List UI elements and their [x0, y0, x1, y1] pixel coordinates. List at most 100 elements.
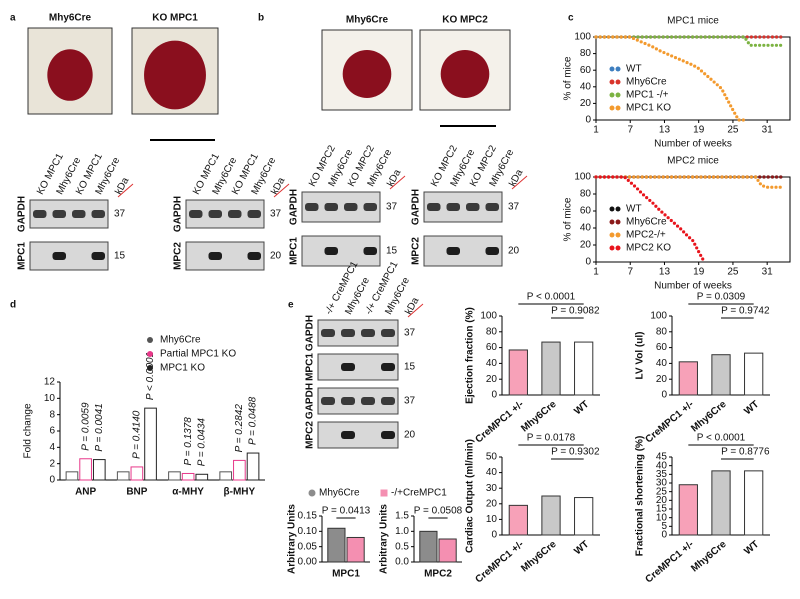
- bar: [508, 349, 528, 396]
- x-axis-label: Number of weeks: [654, 281, 732, 292]
- x-tick-label: MPC1: [332, 569, 360, 580]
- y-tick-label: 20: [656, 374, 668, 385]
- y-axis-label: Arbitrary Units: [379, 504, 390, 574]
- survival-line: [594, 35, 746, 122]
- survival-line: [594, 175, 786, 189]
- blot-band: [381, 329, 395, 337]
- p-value: P = 0.2842: [234, 404, 245, 453]
- legend-marker: [615, 105, 621, 111]
- legend-marker: [615, 232, 621, 238]
- bar: [574, 497, 594, 536]
- legend-label: Mhy6Cre: [160, 335, 201, 346]
- panel-letter: e: [288, 300, 294, 311]
- row-label: GAPDH: [17, 196, 28, 232]
- x-tick-label: 25: [727, 125, 739, 136]
- blot-band: [324, 203, 338, 211]
- legend-label: MPC2 KO: [626, 243, 671, 254]
- y-axis-label: Ejection fraction (%): [465, 307, 476, 404]
- x-tick-label: 19: [693, 125, 705, 136]
- heart: [144, 40, 206, 110]
- kda-marker: 37: [270, 209, 282, 220]
- blot-band: [91, 210, 105, 218]
- y-tick-label: 80: [486, 326, 498, 337]
- y-tick-label: 15: [656, 504, 668, 515]
- kda-marker: 20: [404, 430, 416, 441]
- y-tick-label: 10: [44, 393, 56, 404]
- y-tick-label: 0.5: [395, 541, 409, 552]
- legend-marker: [615, 79, 621, 85]
- y-tick-label: 25: [656, 486, 668, 497]
- x-tick-label: WT: [572, 539, 591, 557]
- bar: [346, 536, 365, 563]
- row-label: MPC2: [411, 237, 422, 265]
- y-tick-label: 60: [656, 342, 668, 353]
- bar: [168, 471, 181, 481]
- blot-band: [321, 397, 335, 405]
- blot-band: [247, 252, 261, 260]
- y-tick-label: 80: [580, 48, 592, 59]
- x-tick-label: WT: [742, 399, 761, 417]
- p-value: P = 0.9082: [551, 306, 600, 317]
- legend-marker: [609, 232, 615, 238]
- blot-band: [91, 252, 105, 260]
- y-axis-label: Cardiac Output (ml/min): [465, 439, 476, 553]
- p-value: P = 0.0059: [80, 402, 91, 451]
- x-tick-label: β-MHY: [224, 487, 256, 498]
- kda-marker: 15: [404, 362, 416, 373]
- y-tick-label: 35: [656, 469, 668, 480]
- legend-marker: [615, 66, 621, 72]
- x-tick-label: 1: [593, 267, 599, 278]
- bar: [219, 471, 233, 481]
- legend-marker: [615, 206, 621, 212]
- y-tick-label: 0: [491, 530, 497, 541]
- y-tick-label: 2: [49, 458, 55, 469]
- x-tick-label: BNP: [126, 487, 147, 498]
- y-tick-label: 0: [585, 115, 591, 126]
- y-tick-label: 80: [580, 189, 592, 200]
- bar: [233, 459, 246, 481]
- legend-label: Mhy6Cre: [626, 77, 667, 88]
- row-label: MPC1: [289, 237, 300, 265]
- row-label: MPC2: [305, 421, 316, 449]
- bar: [65, 471, 79, 481]
- x-tick-label: CreMPC1 +/-: [644, 399, 696, 445]
- legend-label: MPC2-/+: [626, 230, 666, 241]
- legend-marker: [615, 219, 621, 225]
- photo-label: Mhy6Cre: [346, 15, 389, 26]
- row-label: GAPDH: [305, 383, 316, 419]
- bar: [419, 530, 438, 563]
- p-value: P = 0.0309: [697, 292, 746, 303]
- p-value: P = 0.9742: [721, 306, 770, 317]
- blot-band: [228, 210, 242, 218]
- survival-line: [594, 175, 706, 264]
- row-label: MPC1: [17, 242, 28, 270]
- x-tick-label: ANP: [75, 487, 96, 498]
- blot-band: [466, 203, 480, 211]
- blot-band: [381, 431, 395, 439]
- blot-band: [344, 203, 358, 211]
- y-tick-label: 100: [650, 311, 667, 322]
- kda-underline: [117, 183, 134, 198]
- photo-label: Mhy6Cre: [49, 13, 92, 24]
- p-value: P < 0.0001: [145, 352, 156, 400]
- blot-band: [52, 252, 66, 260]
- y-tick-label: 1.5: [395, 511, 409, 522]
- y-tick-label: 10: [486, 514, 498, 525]
- row-label: GAPDH: [173, 196, 184, 232]
- y-tick-label: 60: [486, 342, 498, 353]
- bar: [438, 538, 457, 563]
- x-tick-label: 7: [627, 125, 633, 136]
- legend-label: Partial MPC1 KO: [160, 349, 236, 360]
- y-tick-label: 60: [580, 206, 592, 217]
- kda-underline: [389, 175, 406, 190]
- x-axis-label: Number of weeks: [654, 139, 732, 150]
- blot-band: [427, 203, 441, 211]
- heart: [440, 50, 490, 98]
- p-value: P = 0.0178: [527, 433, 576, 444]
- y-tick-label: 0.00: [298, 557, 318, 568]
- kda-marker: 20: [508, 246, 520, 257]
- blot-band: [485, 247, 499, 255]
- row-label: MPC1: [305, 353, 316, 381]
- y-tick-label: 0: [661, 390, 667, 401]
